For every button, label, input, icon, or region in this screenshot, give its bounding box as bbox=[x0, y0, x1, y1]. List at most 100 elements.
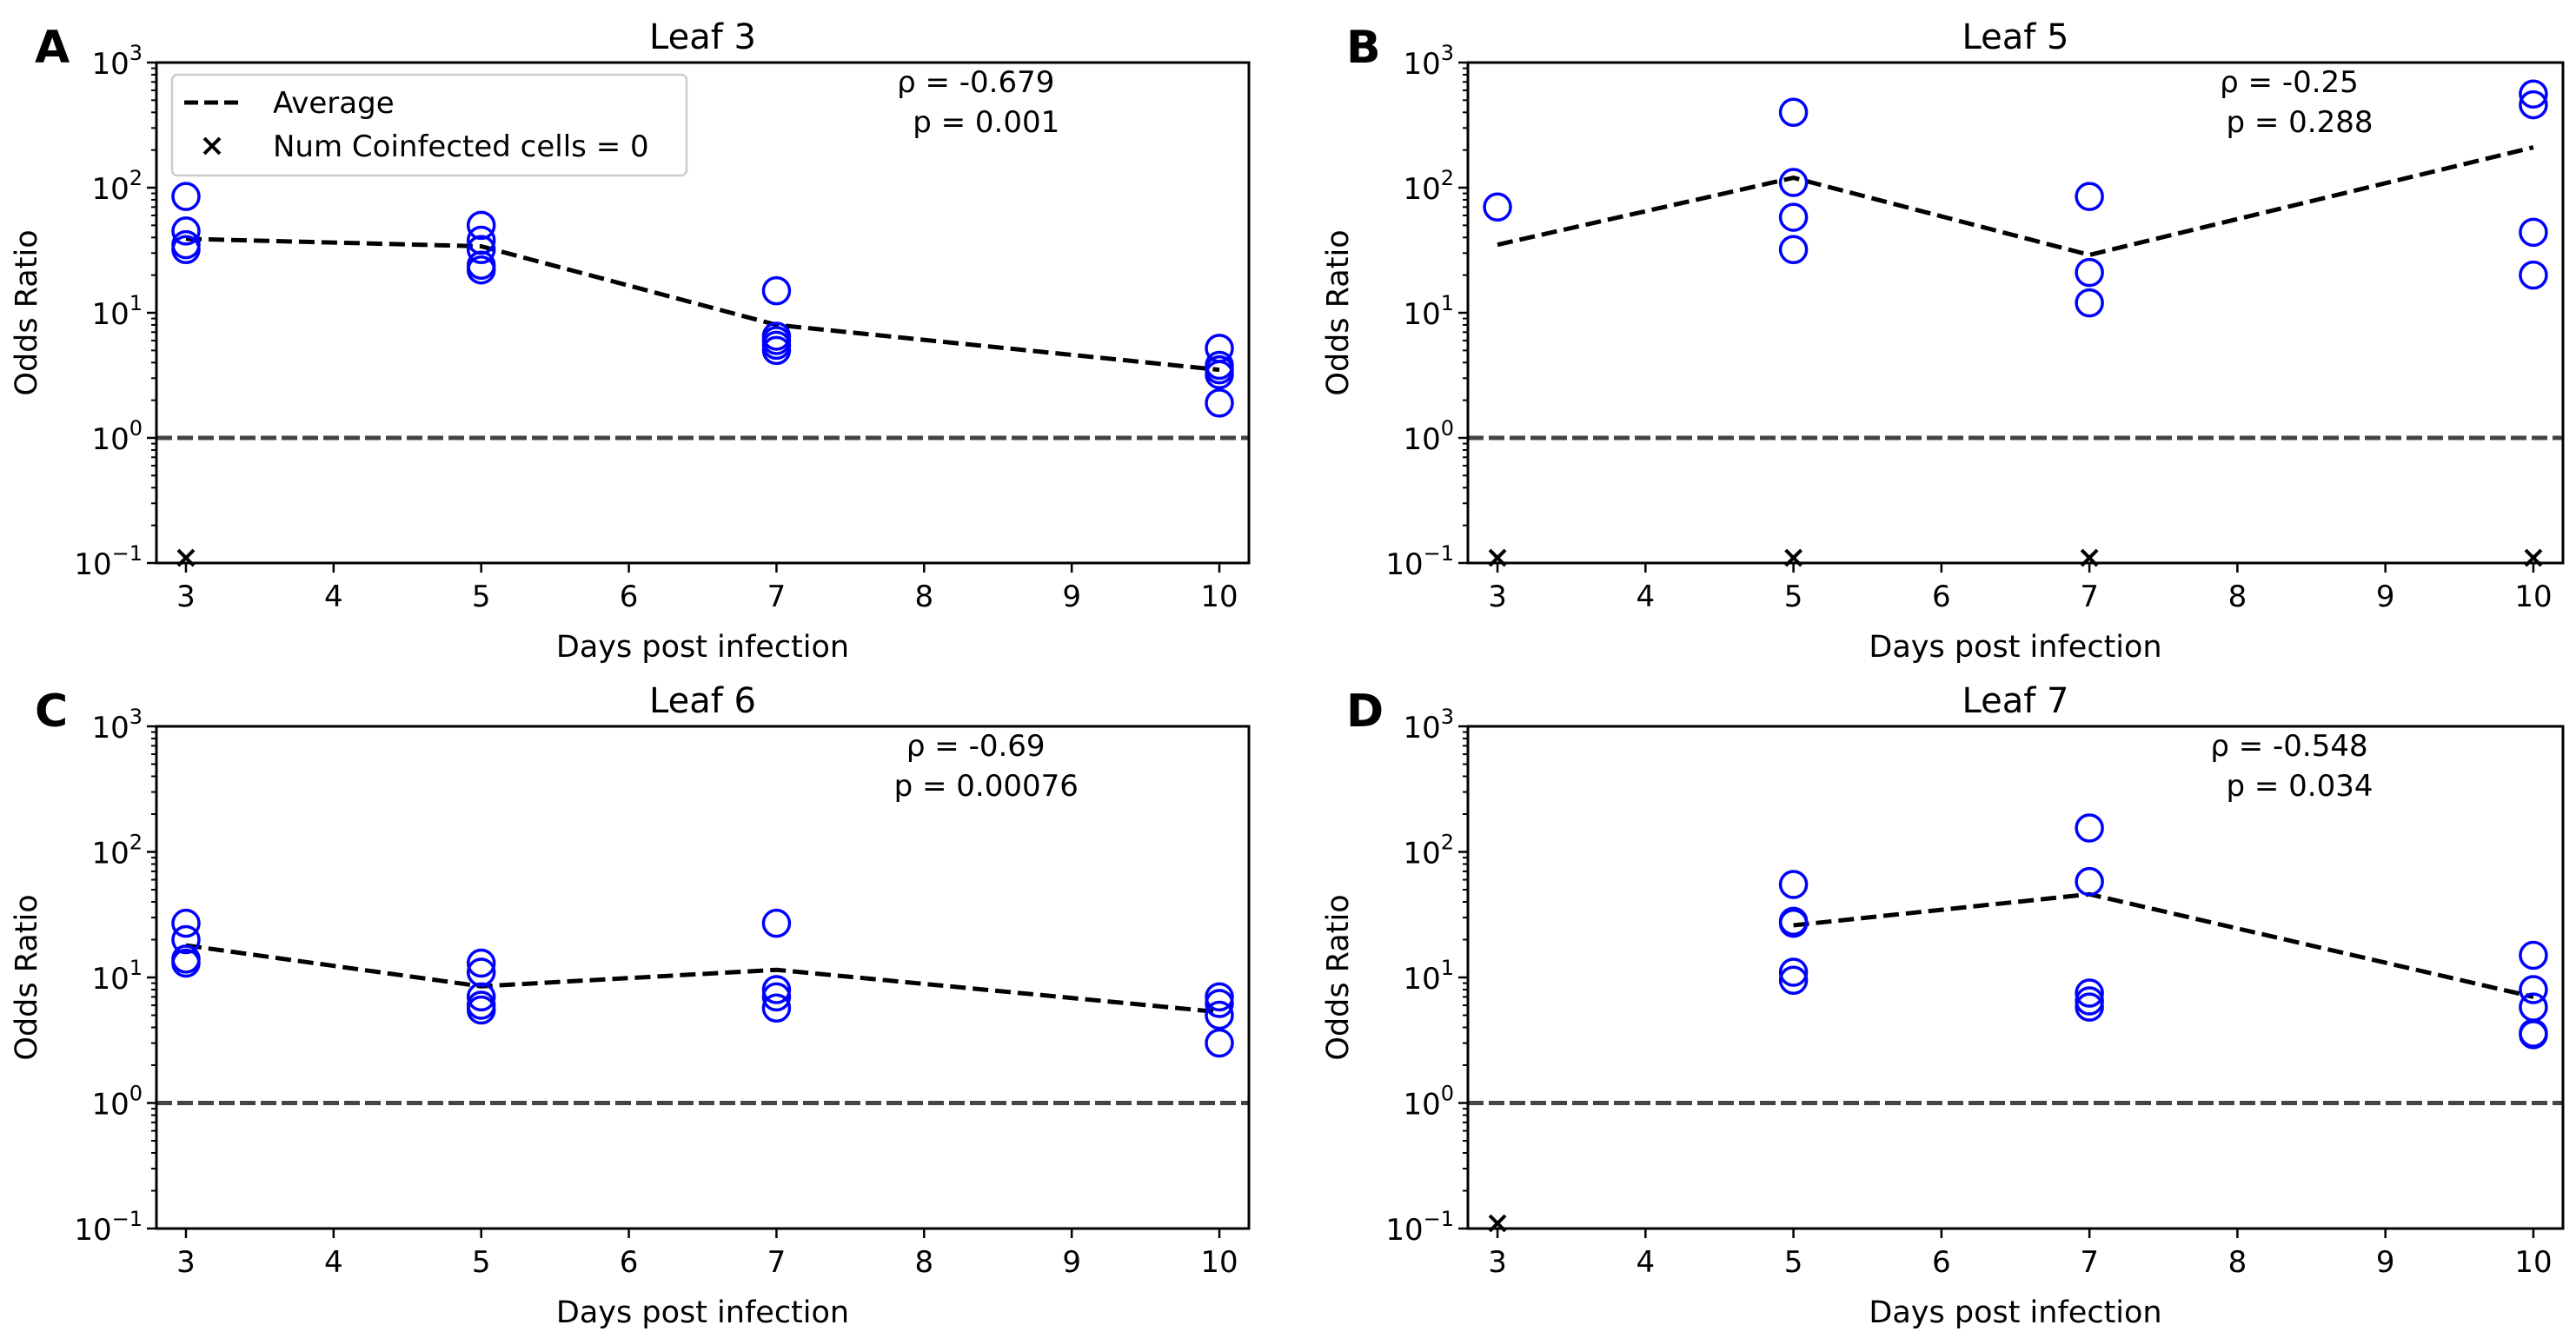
data-point bbox=[1778, 908, 1809, 938]
x-tick-label: 6 bbox=[1932, 580, 1951, 614]
x-tick-label: 8 bbox=[2228, 1245, 2247, 1280]
y-tick-base: 10 bbox=[1403, 711, 1440, 745]
y-tick-label: 103 bbox=[1403, 41, 1454, 82]
y-tick-base: 10 bbox=[91, 422, 129, 457]
y-tick-label: 103 bbox=[91, 705, 143, 745]
y-tick-label: 101 bbox=[1403, 956, 1454, 997]
p-value-annotation: p = 0.001 bbox=[913, 105, 1059, 140]
y-tick-label: 103 bbox=[91, 41, 143, 82]
x-tick-label: 4 bbox=[324, 580, 343, 614]
y-tick-base: 10 bbox=[1385, 547, 1423, 582]
data-point bbox=[2519, 940, 2548, 970]
y-tick-base: 10 bbox=[91, 711, 129, 745]
chart-title: Leaf 3 bbox=[649, 17, 756, 57]
y-tick-base: 10 bbox=[1403, 297, 1440, 332]
y-tick-exponent: 3 bbox=[129, 705, 143, 729]
y-tick-label: 100 bbox=[91, 1082, 143, 1123]
y-tick-label: 10−1 bbox=[1385, 541, 1454, 582]
data-point bbox=[1205, 989, 1234, 1018]
data-point bbox=[1778, 965, 1809, 995]
y-tick-exponent: 3 bbox=[129, 41, 143, 65]
data-point bbox=[466, 995, 496, 1025]
axes-frame bbox=[155, 725, 1251, 1230]
x-tick-label: 10 bbox=[1200, 1245, 1238, 1280]
data-point bbox=[761, 993, 792, 1023]
average-line bbox=[1497, 145, 2534, 257]
p-value-annotation: p = 0.00076 bbox=[894, 769, 1079, 804]
data-point bbox=[1778, 957, 1809, 987]
y-tick-exponent: 2 bbox=[129, 831, 143, 855]
y-tick-exponent: 1 bbox=[1441, 291, 1454, 315]
data-point bbox=[466, 235, 496, 265]
y-tick-exponent: 0 bbox=[129, 416, 143, 440]
x-tick-label: 5 bbox=[472, 1245, 491, 1280]
data-point bbox=[171, 924, 201, 955]
y-tick-exponent: 2 bbox=[1441, 166, 1454, 190]
y-tick-label: 102 bbox=[1403, 831, 1454, 871]
x-axis-label: Days post infection bbox=[1869, 1295, 2161, 1330]
y-tick-base: 10 bbox=[1403, 422, 1440, 457]
rho-annotation: ρ = -0.679 bbox=[897, 65, 1054, 100]
y-tick-base: 10 bbox=[1403, 172, 1440, 207]
x-axis-label: Days post infection bbox=[1869, 630, 2161, 665]
x-tick-label: 6 bbox=[620, 1245, 639, 1280]
data-point bbox=[2519, 992, 2548, 1022]
data-point bbox=[761, 975, 792, 1004]
y-tick-exponent: 1 bbox=[129, 956, 143, 980]
data-point bbox=[1205, 1028, 1234, 1058]
data-point bbox=[1205, 1000, 1234, 1030]
x-axis-label: Days post infection bbox=[556, 1295, 849, 1330]
panel-letter: D bbox=[1346, 686, 1384, 738]
x-tick-label: 9 bbox=[2376, 1245, 2395, 1280]
data-point bbox=[2075, 992, 2104, 1022]
data-point bbox=[1778, 235, 1809, 265]
panel-letter: B bbox=[1346, 22, 1381, 74]
x-tick-label: 8 bbox=[914, 580, 933, 614]
data-point bbox=[2075, 813, 2104, 843]
axes-frame bbox=[155, 61, 1251, 565]
legend-x-icon bbox=[202, 136, 222, 156]
y-tick-exponent: 3 bbox=[1441, 705, 1454, 729]
x-tick-label: 4 bbox=[1637, 580, 1656, 614]
y-tick-base: 10 bbox=[1403, 962, 1440, 997]
x-tick-label: 7 bbox=[767, 580, 787, 614]
data-point bbox=[171, 216, 201, 246]
y-tick-label: 102 bbox=[91, 166, 143, 207]
data-point bbox=[1483, 192, 1512, 222]
axes-frame bbox=[1466, 61, 2565, 565]
data-point bbox=[2519, 89, 2548, 120]
y-axis-label: Odds Ratio bbox=[1321, 229, 1356, 395]
y-tick-exponent: 1 bbox=[1441, 956, 1454, 980]
y-tick-exponent: 3 bbox=[1441, 41, 1454, 65]
data-point bbox=[466, 255, 496, 285]
y-axis-label: Odds Ratio bbox=[1321, 894, 1356, 1060]
panel-letter: C bbox=[35, 686, 68, 738]
x-tick-label: 5 bbox=[472, 580, 491, 614]
y-tick-base: 10 bbox=[91, 962, 129, 997]
y-tick-base: 10 bbox=[91, 837, 129, 871]
y-tick-label: 100 bbox=[1403, 416, 1454, 457]
y-tick-exponent: 0 bbox=[129, 1082, 143, 1106]
x-tick-label: 7 bbox=[767, 1245, 787, 1280]
y-tick-exponent: 2 bbox=[129, 166, 143, 190]
y-tick-label: 100 bbox=[1403, 1082, 1454, 1123]
y-tick-base: 10 bbox=[91, 172, 129, 207]
y-tick-base: 10 bbox=[1403, 1088, 1440, 1123]
x-tick-label: 5 bbox=[1784, 580, 1803, 614]
x-tick-label: 10 bbox=[2514, 1245, 2552, 1280]
axes-frame bbox=[1466, 725, 2565, 1230]
y-tick-base: 10 bbox=[74, 1213, 111, 1248]
x-tick-label: 4 bbox=[324, 1245, 343, 1280]
data-point bbox=[761, 908, 792, 938]
data-point bbox=[2075, 866, 2104, 897]
data-point bbox=[1778, 97, 1809, 128]
x-tick-label: 8 bbox=[2228, 580, 2247, 614]
data-point bbox=[2075, 257, 2104, 288]
rho-annotation: ρ = -0.69 bbox=[906, 729, 1046, 764]
x-tick-label: 6 bbox=[620, 580, 639, 614]
data-point bbox=[2519, 1020, 2548, 1050]
data-point bbox=[171, 948, 201, 978]
